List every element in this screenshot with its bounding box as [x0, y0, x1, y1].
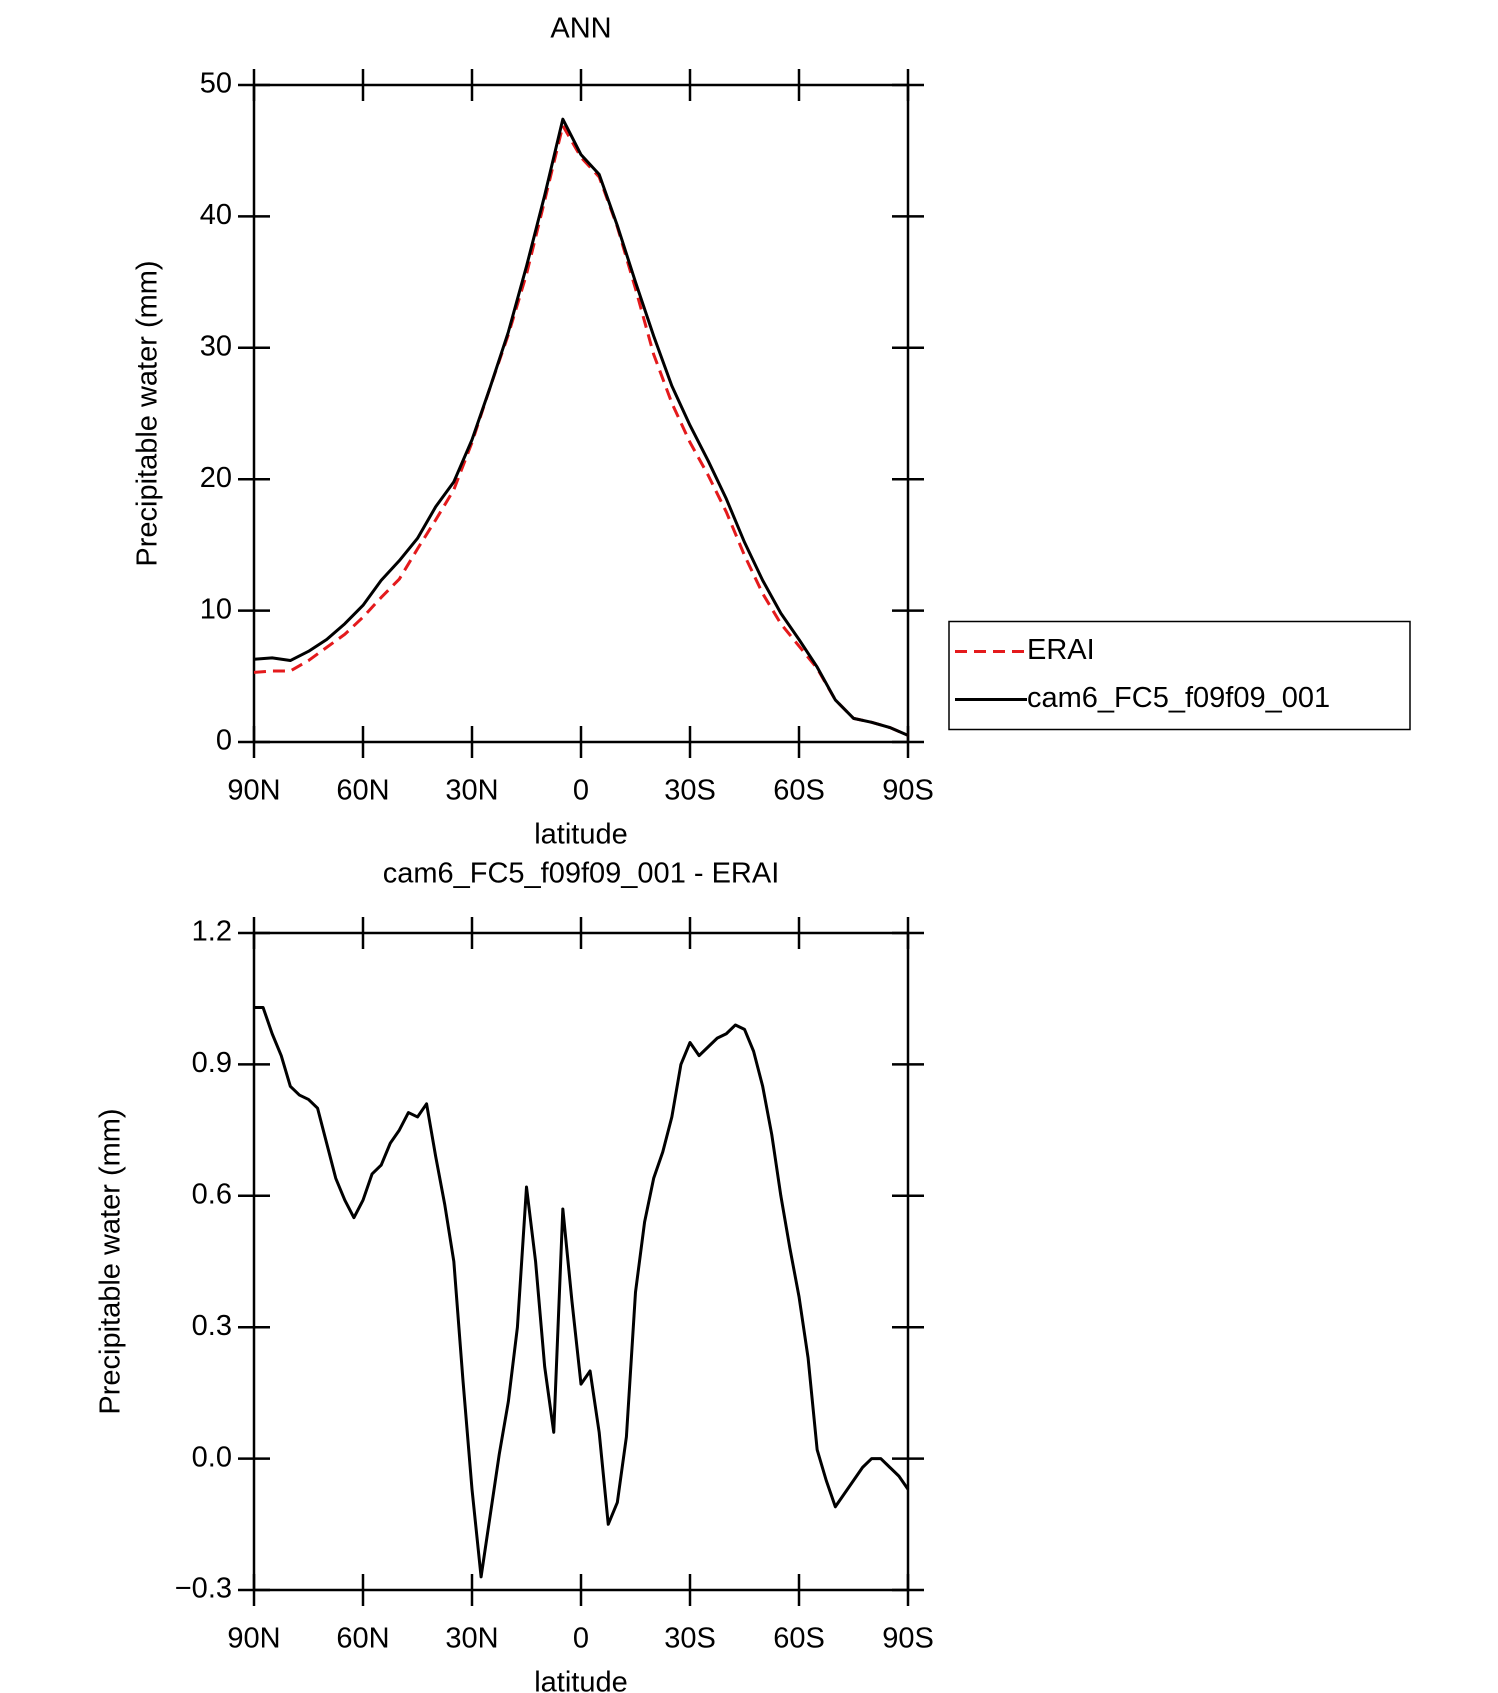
x-tick-label: 60N	[336, 1623, 389, 1655]
x-tick-label: 90S	[882, 1623, 934, 1655]
chart-title: cam6_FC5_f09f09_001 - ERAI	[383, 858, 780, 890]
x-tick-label: 90S	[882, 775, 934, 807]
x-tick-label: 30S	[664, 775, 716, 807]
x-tick-label: 60S	[773, 775, 825, 807]
plot-frame	[252, 83, 910, 744]
y-tick-label: −0.3	[175, 1573, 232, 1605]
x-axis-label: latitude	[534, 1667, 628, 1693]
x-axis-label: latitude	[534, 819, 628, 851]
y-tick-label: 30	[200, 330, 232, 362]
data-line	[253, 117, 909, 737]
x-tick-label: 30N	[445, 775, 498, 807]
x-tick-label: 90N	[227, 775, 280, 807]
y-tick-label: 20	[200, 462, 232, 494]
x-tick-label: 30N	[445, 1623, 498, 1655]
y-tick-label: 50	[200, 68, 232, 100]
y-tick-label: 40	[200, 199, 232, 231]
plot-frame	[252, 931, 910, 1592]
legend-box	[948, 620, 1411, 731]
legend-label: cam6_FC5_f09f09_001	[1027, 682, 1330, 714]
y-axis-label: Precipitable water (mm)	[95, 1108, 127, 1414]
data-line	[254, 1005, 910, 1579]
y-tick-label: 10	[200, 593, 232, 625]
x-tick-label: 60S	[773, 1623, 825, 1655]
x-tick-label: 0	[573, 1623, 589, 1655]
x-tick-label: 0	[573, 775, 589, 807]
x-tick-label: 30S	[664, 1623, 716, 1655]
x-tick-label: 60N	[336, 775, 389, 807]
y-tick-label: 1.2	[192, 916, 232, 948]
y-tick-label: 0.0	[192, 1441, 232, 1473]
legend-label: ERAI	[1027, 634, 1095, 666]
x-tick-label: 90N	[227, 1623, 280, 1655]
y-tick-label: 0.6	[192, 1178, 232, 1210]
y-tick-label: 0	[216, 725, 232, 757]
chart-title: ANN	[550, 13, 611, 45]
y-tick-label: 0.3	[192, 1310, 232, 1342]
data-line	[253, 124, 909, 737]
y-tick-label: 0.9	[192, 1047, 232, 1079]
y-axis-label: Precipitable water (mm)	[132, 260, 164, 566]
